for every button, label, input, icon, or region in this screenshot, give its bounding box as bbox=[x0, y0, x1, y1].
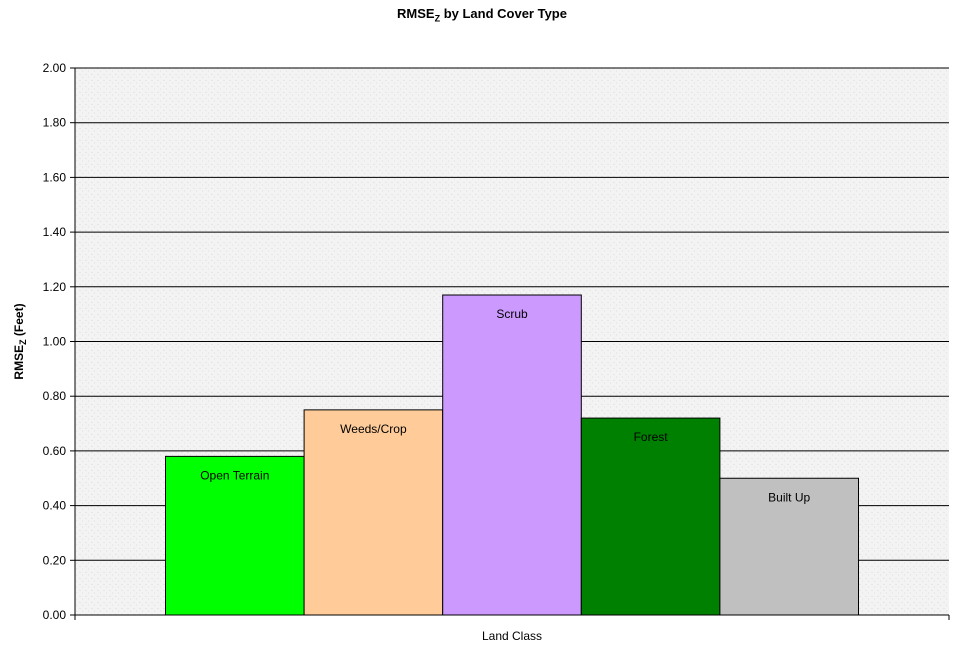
chart-title-rest: by Land Cover Type bbox=[440, 6, 567, 21]
y-tick-label: 1.80 bbox=[43, 116, 67, 130]
y-tick-label: 0.80 bbox=[43, 389, 67, 403]
bar-label: Forest bbox=[634, 430, 669, 444]
y-tick-label: 0.40 bbox=[43, 499, 67, 513]
bar-label: Open Terrain bbox=[200, 468, 269, 482]
y-axis-title-subscript: Z bbox=[18, 339, 28, 345]
chart-title: RMSEZ by Land Cover Type bbox=[0, 6, 964, 24]
y-axis-title: RMSEZ (Feet) bbox=[12, 303, 28, 379]
bar-label: Scrub bbox=[496, 307, 528, 321]
chart-title-subscript: Z bbox=[434, 13, 441, 24]
y-tick-labels: 0.00 0.20 0.40 0.60 0.80 1.00 1.20 1.40 1.60 1.80… bbox=[43, 61, 67, 622]
y-tick-label: 0.20 bbox=[43, 553, 67, 567]
bar-label: Weeds/Crop bbox=[340, 422, 407, 436]
y-tick-label: 2.00 bbox=[43, 61, 67, 75]
y-tick-label: 1.20 bbox=[43, 280, 67, 294]
bar bbox=[303, 409, 444, 616]
bar bbox=[165, 455, 305, 616]
chart-title-main: RMSE bbox=[397, 6, 435, 21]
bar bbox=[442, 294, 582, 616]
y-axis-title-main: RMSE bbox=[12, 345, 26, 380]
x-axis-title: Land Class bbox=[482, 629, 542, 643]
bars: Open Terrain Weeds/Crop Scrub Forest Built U… bbox=[165, 294, 860, 616]
axes bbox=[70, 67, 950, 620]
y-tick-label: 1.40 bbox=[43, 225, 67, 239]
y-tick-label: 1.60 bbox=[43, 170, 67, 184]
bar-label: Built Up bbox=[768, 490, 810, 504]
y-tick-label: 0.60 bbox=[43, 444, 67, 458]
y-tick-label: 1.00 bbox=[43, 335, 67, 349]
bar bbox=[580, 417, 721, 616]
y-axis-title-rest: (Feet) bbox=[12, 303, 26, 339]
y-tick-label: 0.00 bbox=[43, 608, 67, 622]
